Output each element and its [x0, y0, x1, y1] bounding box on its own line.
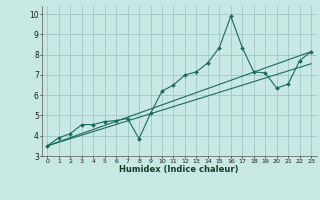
X-axis label: Humidex (Indice chaleur): Humidex (Indice chaleur) — [119, 165, 239, 174]
